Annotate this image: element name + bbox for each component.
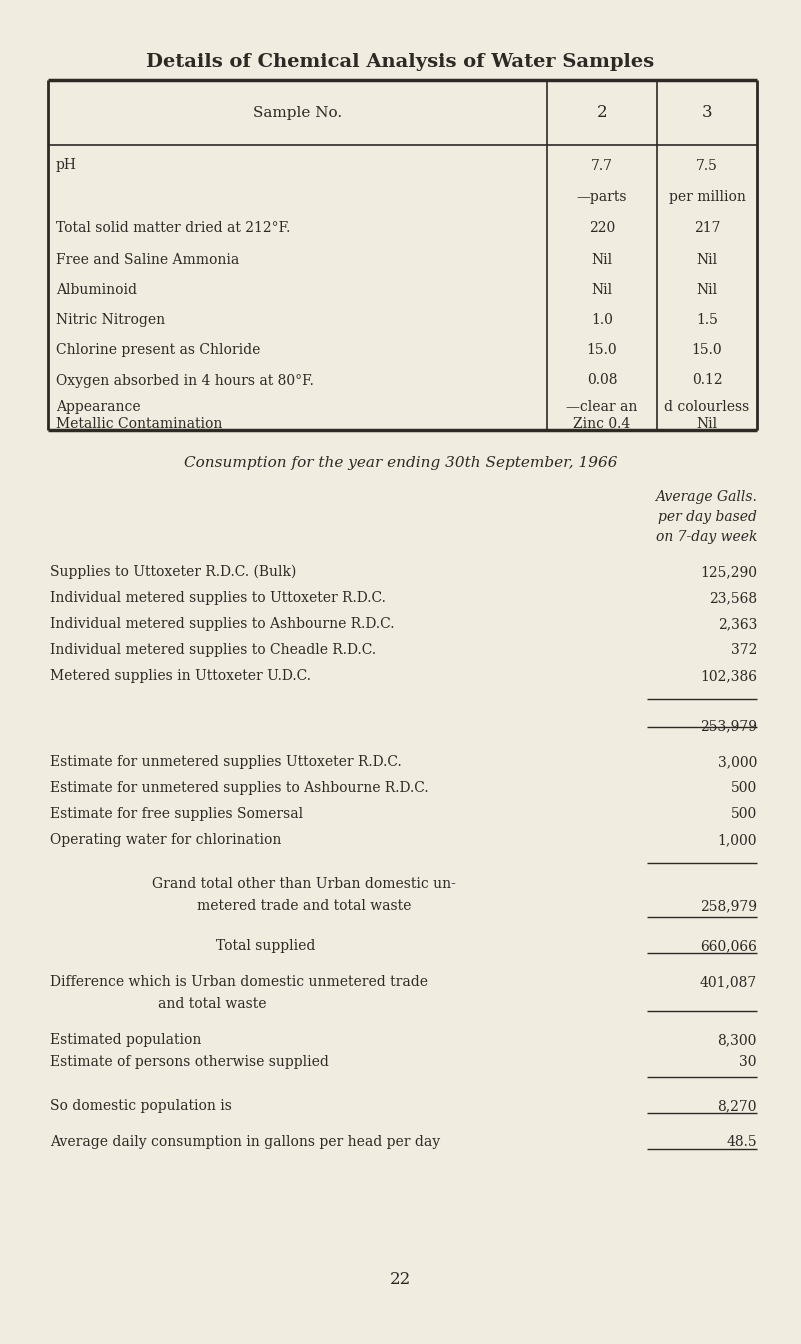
Text: 8,300: 8,300 [718,1034,757,1047]
Text: 15.0: 15.0 [692,343,723,358]
Text: 372: 372 [731,642,757,657]
Text: Albuminoid: Albuminoid [56,284,137,297]
Text: 30: 30 [739,1055,757,1068]
Text: Estimate for free supplies Somersal: Estimate for free supplies Somersal [50,806,303,821]
Text: 660,066: 660,066 [700,939,757,953]
Text: Nil: Nil [696,417,718,431]
Text: 0.08: 0.08 [587,374,618,387]
Text: Estimate for unmetered supplies Uttoxeter R.D.C.: Estimate for unmetered supplies Uttoxete… [50,755,402,769]
Text: Zinc 0.4: Zinc 0.4 [574,417,630,431]
Text: 3: 3 [702,103,712,121]
Text: 8,270: 8,270 [718,1099,757,1113]
Text: Nil: Nil [591,284,613,297]
Text: 220: 220 [589,220,615,234]
Text: Individual metered supplies to Cheadle R.D.C.: Individual metered supplies to Cheadle R… [50,642,376,657]
Text: Individual metered supplies to Uttoxeter R.D.C.: Individual metered supplies to Uttoxeter… [50,591,386,605]
Text: Individual metered supplies to Ashbourne R.D.C.: Individual metered supplies to Ashbourne… [50,617,395,630]
Text: Average daily consumption in gallons per head per day: Average daily consumption in gallons per… [50,1134,440,1149]
Text: 500: 500 [731,781,757,796]
Text: Grand total other than Urban domestic un-: Grand total other than Urban domestic un… [152,878,457,891]
Text: 102,386: 102,386 [700,669,757,683]
Text: Nil: Nil [696,253,718,267]
Text: Total solid matter dried at 212°F.: Total solid matter dried at 212°F. [56,220,291,234]
Text: Free and Saline Ammonia: Free and Saline Ammonia [56,253,239,267]
Text: 217: 217 [694,220,720,234]
Text: 1.0: 1.0 [591,313,613,327]
Text: 1,000: 1,000 [718,833,757,847]
Text: metered trade and total waste: metered trade and total waste [197,899,412,913]
Text: Estimate of persons otherwise supplied: Estimate of persons otherwise supplied [50,1055,329,1068]
Text: pH: pH [56,159,77,172]
Text: 15.0: 15.0 [586,343,618,358]
Text: Sample No.: Sample No. [253,105,342,120]
Text: 500: 500 [731,806,757,821]
Text: on 7-day week: on 7-day week [656,530,757,544]
Text: 3,000: 3,000 [718,755,757,769]
Text: Chlorine present as Chloride: Chlorine present as Chloride [56,343,260,358]
Text: 22: 22 [390,1270,411,1288]
Text: Nil: Nil [696,284,718,297]
Text: Total supplied: Total supplied [216,939,316,953]
Text: and total waste: and total waste [158,997,267,1011]
Text: Estimate for unmetered supplies to Ashbourne R.D.C.: Estimate for unmetered supplies to Ashbo… [50,781,429,796]
Text: 253,979: 253,979 [700,719,757,732]
Text: Estimated population: Estimated population [50,1034,201,1047]
Text: 125,290: 125,290 [700,564,757,579]
Text: 1.5: 1.5 [696,313,718,327]
Text: 2: 2 [597,103,607,121]
Text: 7.5: 7.5 [696,159,718,172]
Text: —parts: —parts [577,191,627,204]
Text: 23,568: 23,568 [709,591,757,605]
Text: —clear an: —clear an [566,401,638,414]
Text: 2,363: 2,363 [718,617,757,630]
Text: Details of Chemical Analysis of Water Samples: Details of Chemical Analysis of Water Sa… [147,52,654,71]
Text: Oxygen absorbed in 4 hours at 80°F.: Oxygen absorbed in 4 hours at 80°F. [56,374,314,387]
Text: Operating water for chlorination: Operating water for chlorination [50,833,281,847]
Text: 258,979: 258,979 [700,899,757,913]
Text: 48.5: 48.5 [727,1134,757,1149]
Text: Nitric Nitrogen: Nitric Nitrogen [56,313,165,327]
Text: d colourless: d colourless [664,401,750,414]
Text: per million: per million [669,191,746,204]
Text: per day based: per day based [658,509,757,524]
Text: 401,087: 401,087 [700,974,757,989]
Text: Difference which is Urban domestic unmetered trade: Difference which is Urban domestic unmet… [50,974,428,989]
Text: So domestic population is: So domestic population is [50,1099,231,1113]
Text: Nil: Nil [591,253,613,267]
Text: Consumption for the year ending 30th September, 1966: Consumption for the year ending 30th Sep… [183,456,618,470]
Text: Supplies to Uttoxeter R.D.C. (Bulk): Supplies to Uttoxeter R.D.C. (Bulk) [50,564,296,579]
Text: Metered supplies in Uttoxeter U.D.C.: Metered supplies in Uttoxeter U.D.C. [50,669,311,683]
Text: Appearance: Appearance [56,401,141,414]
Text: 0.12: 0.12 [692,374,723,387]
Text: Metallic Contamination: Metallic Contamination [56,417,223,431]
Text: 7.7: 7.7 [591,159,613,172]
Text: Average Galls.: Average Galls. [655,491,757,504]
